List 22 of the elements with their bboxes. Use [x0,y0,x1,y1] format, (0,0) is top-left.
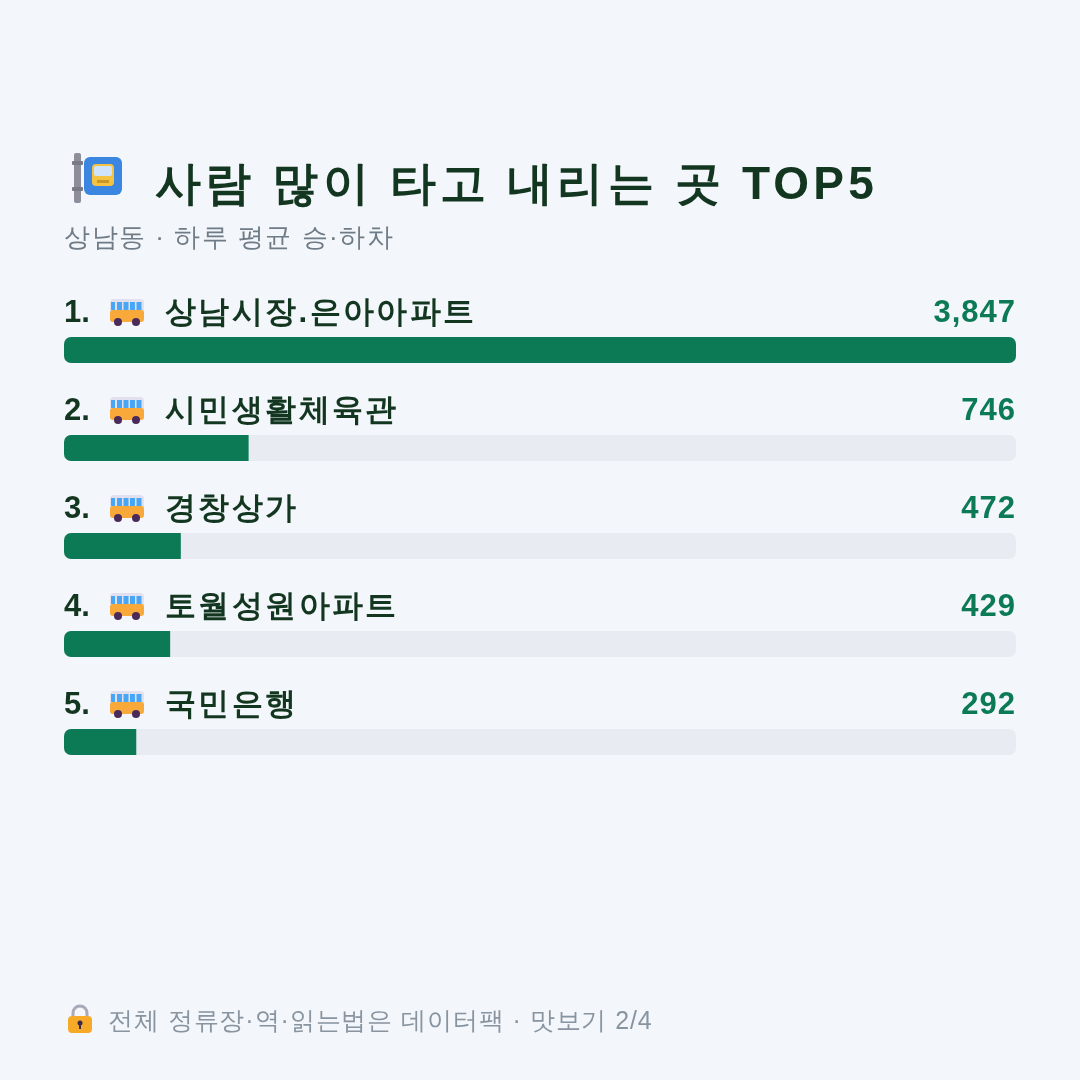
bar [64,631,171,657]
data-label: 472 [961,490,1016,525]
bar [64,435,249,461]
text: 전체 정류장·역·읽는법은 데이터팩 · 맛보기 2/4 [108,1006,653,1034]
bar [64,729,137,755]
annotation: 1. [64,294,90,329]
bar [64,533,181,559]
y-tick-label: 토월성원아파트 [165,588,399,623]
y-tick-label: 상남시장.은아아파트 [165,294,477,329]
chart-subtitle: 상남동 · 하루 평균 승·하차 [64,222,395,252]
annotation: 4. [64,588,90,623]
data-label: 3,847 [933,294,1016,329]
chart-title: 사람 많이 타고 내리는 곳 TOP5 [155,157,879,209]
data-label: 292 [961,686,1016,721]
annotation: 5. [64,686,90,721]
data-label: 429 [961,588,1016,623]
annotation: 2. [64,392,90,427]
data-label: 746 [961,392,1016,427]
annotation: 3. [64,490,90,525]
y-tick-label: 시민생활체육관 [165,392,399,427]
y-tick-label: 경창상가 [165,490,299,525]
y-tick-label: 국민은행 [165,686,299,721]
